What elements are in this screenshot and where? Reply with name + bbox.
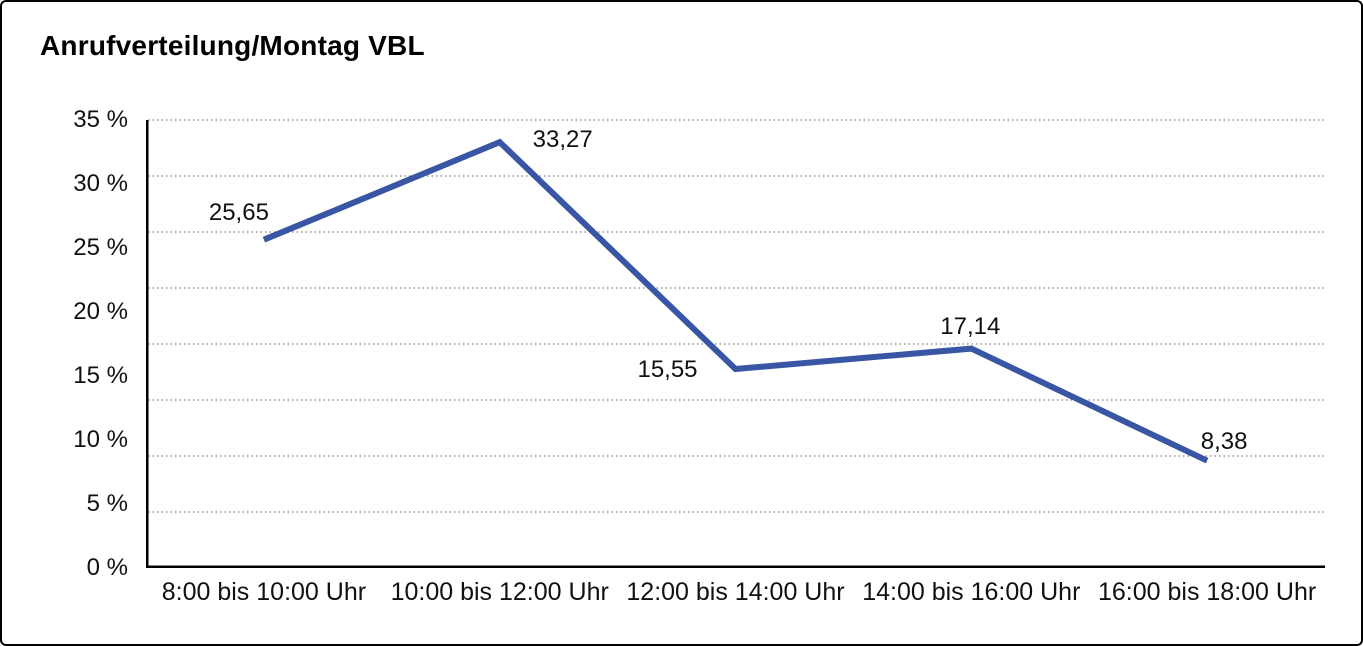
line-chart-svg [146, 119, 1325, 568]
y-axis-tick-label: 20 % [73, 298, 128, 325]
y-axis-tick-label: 10 % [73, 426, 128, 453]
y-axis-tick-label: 35 % [73, 106, 128, 133]
data-point-label: 15,55 [637, 355, 698, 383]
data-point-label: 33,27 [532, 126, 593, 154]
x-axis-category-label: 14:00 bis 16:00 Uhr [862, 578, 1081, 606]
x-axis-labels: 8:00 bis 10:00 Uhr 10:00 bis 12:00 Uhr 12:… [146, 578, 1325, 607]
chart-title: Anrufverteilung/Montag VBL [40, 30, 425, 61]
y-axis-labels: 35 % 30 % 25 % 20 % 15 % 10 % 5 % 0 % [2, 106, 128, 581]
y-axis-tick-label: 15 % [73, 362, 128, 389]
data-point-label: 25,65 [208, 198, 269, 226]
x-axis-category-label: 10:00 bis 12:00 Uhr [390, 578, 609, 606]
y-axis-tick-label: 5 % [86, 490, 128, 517]
data-point-label: 17,14 [940, 312, 1001, 340]
y-axis-tick-label: 30 % [73, 170, 128, 197]
y-axis-tick-label: 0 % [86, 554, 128, 581]
data-point-label: 8,38 [1200, 427, 1248, 455]
x-axis-category-label: 16:00 bis 18:00 Uhr [1097, 578, 1317, 606]
y-axis-tick-label: 25 % [73, 234, 128, 261]
data-series-line [262, 138, 1209, 464]
plot-area: 25,65 33,27 15,55 17,14 8,38 [146, 119, 1325, 568]
x-axis-category-label: 12:00 bis 14:00 Uhr [626, 578, 845, 606]
x-axis-category-label: 8:00 bis 10:00 Uhr [161, 578, 367, 606]
